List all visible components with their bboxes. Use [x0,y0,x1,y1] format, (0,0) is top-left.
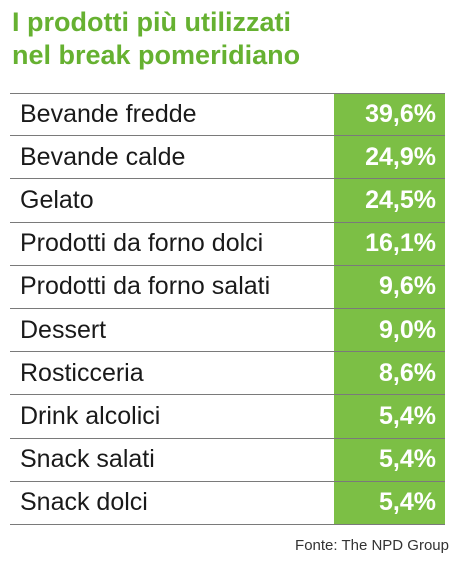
row-label: Drink alcolici [20,401,161,430]
row-label: Bevande calde [20,142,186,171]
row-value: 24,9% [334,136,445,179]
row-label: Gelato [20,185,94,214]
row-value: 8,6% [334,352,445,395]
row-value: 5,4% [334,481,445,524]
row-label: Snack dolci [20,488,148,517]
row-label: Bevande fredde [20,100,197,129]
table-row: Snack dolci 5,4% [10,481,445,525]
source-note: Fonte: The NPD Group [295,537,449,554]
table-row: Prodotti da forno dolci 16,1% [10,222,445,266]
row-label: Rosticceria [20,358,144,387]
row-value: 39,6% [334,94,445,136]
table-row: Snack salati 5,4% [10,438,445,482]
table-row: Rosticceria 8,6% [10,352,445,396]
chart-title-line-1: I prodotti più utilizzati [12,7,291,37]
chart-title: I prodotti più utilizzati nel break pome… [12,6,452,72]
table-row: Drink alcolici 5,4% [10,395,445,439]
row-label: Snack salati [20,445,155,474]
row-value: 5,4% [334,395,445,438]
row-value: 5,4% [334,438,445,481]
chart-title-line-2: nel break pomeridiano [12,40,301,70]
row-label: Prodotti da forno salati [20,272,271,301]
data-table: Bevande fredde 39,6% Bevande calde 24,9% Gel… [10,93,445,525]
row-label: Dessert [20,315,107,344]
row-value: 16,1% [334,222,445,265]
row-value: 9,0% [334,308,445,352]
table-row: Bevande calde 24,9% [10,136,445,180]
table-row: Bevande fredde 39,6% [10,93,445,137]
table-row: Prodotti da forno salati 9,6% [10,265,445,309]
table-row: Gelato 24,5% [10,179,445,223]
row-value: 24,5% [334,179,445,222]
table-row: Dessert 9,0% [10,308,445,353]
row-label: Prodotti da forno dolci [20,229,264,258]
row-value: 9,6% [334,265,445,308]
